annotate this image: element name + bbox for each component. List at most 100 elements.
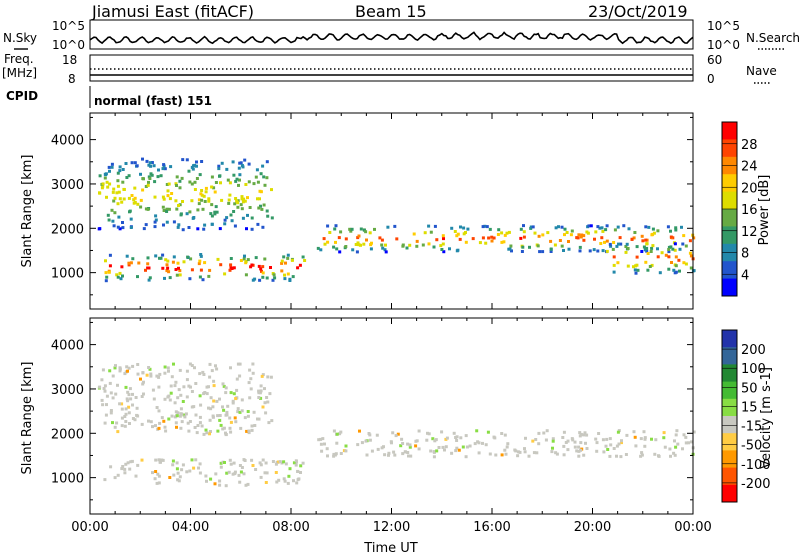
echo-cell	[278, 460, 282, 464]
echo-cell	[660, 251, 664, 255]
echo-cell	[373, 227, 376, 231]
echo-cell	[384, 250, 388, 254]
echo-cell	[121, 168, 125, 171]
echo-cell	[123, 471, 127, 475]
echo-cell	[258, 278, 262, 282]
echo-cell	[354, 243, 358, 246]
echo-cell	[551, 437, 555, 441]
echo-cell	[229, 430, 233, 434]
echo-cell	[136, 463, 140, 467]
echo-cell	[319, 248, 323, 252]
echo-cell	[144, 185, 148, 188]
echo-cell	[648, 265, 652, 268]
colorbar-segment	[722, 467, 737, 486]
echo-cell	[137, 261, 141, 265]
echo-cell	[247, 162, 251, 166]
velocity-data-cells	[97, 362, 696, 488]
echo-cell	[673, 271, 677, 275]
echo-cell	[176, 396, 180, 400]
echo-cell	[113, 211, 117, 215]
echo-cell	[518, 450, 522, 454]
echo-cell	[692, 236, 696, 240]
echo-cell	[116, 179, 120, 183]
echo-cell	[439, 244, 443, 248]
echo-cell	[145, 159, 149, 163]
echo-cell	[156, 472, 160, 476]
echo-cell	[234, 397, 238, 401]
echo-cell	[425, 438, 429, 442]
echo-cell	[359, 243, 362, 247]
echo-cell	[280, 461, 284, 465]
echo-cell	[546, 231, 550, 235]
echo-cell	[483, 224, 487, 228]
echo-cell	[141, 371, 145, 375]
echo-cell	[283, 479, 287, 483]
echo-cell	[562, 444, 566, 448]
beam-title: Beam 15	[355, 2, 427, 21]
echo-cell	[682, 234, 686, 238]
echo-cell	[259, 396, 263, 400]
echo-cell	[509, 244, 513, 248]
echo-cell	[192, 466, 196, 470]
echo-cell	[208, 375, 212, 379]
echo-cell	[239, 161, 243, 165]
echo-cell	[450, 226, 454, 230]
echo-cell	[294, 459, 298, 463]
echo-cell	[432, 245, 436, 249]
echo-cell	[197, 466, 200, 470]
echo-cell	[334, 240, 337, 244]
echo-cell	[235, 177, 239, 181]
echo-cell	[643, 444, 647, 448]
echo-cell	[108, 264, 112, 268]
echo-cell	[265, 396, 269, 399]
echo-cell	[193, 163, 197, 167]
echo-cell	[210, 175, 214, 179]
echo-cell	[392, 450, 396, 454]
echo-cell	[671, 247, 675, 251]
echo-cell	[582, 433, 586, 437]
echo-cell	[261, 164, 265, 168]
echo-cell	[135, 406, 139, 410]
echo-cell	[630, 237, 634, 241]
echo-cell	[534, 438, 538, 441]
echo-cell	[333, 227, 337, 231]
echo-cell	[667, 248, 671, 251]
echo-cell	[154, 424, 157, 428]
echo-cell	[249, 387, 253, 391]
echo-cell	[225, 471, 229, 475]
colorbar-segment	[722, 364, 737, 383]
echo-cell	[261, 265, 265, 269]
echo-cell	[202, 373, 206, 376]
echo-cell	[118, 227, 122, 231]
echo-cell	[553, 243, 557, 247]
echo-cell	[155, 374, 159, 378]
echo-cell	[265, 276, 269, 280]
echo-cell	[198, 259, 202, 263]
echo-cell	[105, 275, 109, 279]
echo-cell	[116, 225, 120, 229]
echo-cell	[116, 275, 120, 279]
echo-cell	[190, 199, 194, 203]
echo-cell	[124, 162, 128, 165]
echo-cell	[408, 243, 412, 247]
echo-cell	[151, 425, 154, 429]
echo-cell	[462, 226, 466, 230]
echo-cell	[674, 433, 678, 437]
echo-cell	[146, 183, 150, 187]
echo-cell	[261, 225, 265, 229]
echo-cell	[98, 227, 102, 231]
echo-cell	[161, 167, 165, 171]
echo-cell	[178, 269, 182, 273]
echo-cell	[301, 461, 305, 465]
echo-cell	[240, 195, 244, 199]
echo-cell	[198, 471, 202, 475]
echo-cell	[221, 427, 225, 431]
echo-cell	[168, 476, 172, 479]
echo-cell	[612, 241, 616, 244]
colorbar-tick-label: 100	[741, 362, 766, 377]
echo-cell	[490, 239, 494, 243]
echo-cell	[98, 191, 102, 195]
nave-tick-bottom: 0	[707, 72, 715, 86]
echo-cell	[465, 445, 469, 449]
